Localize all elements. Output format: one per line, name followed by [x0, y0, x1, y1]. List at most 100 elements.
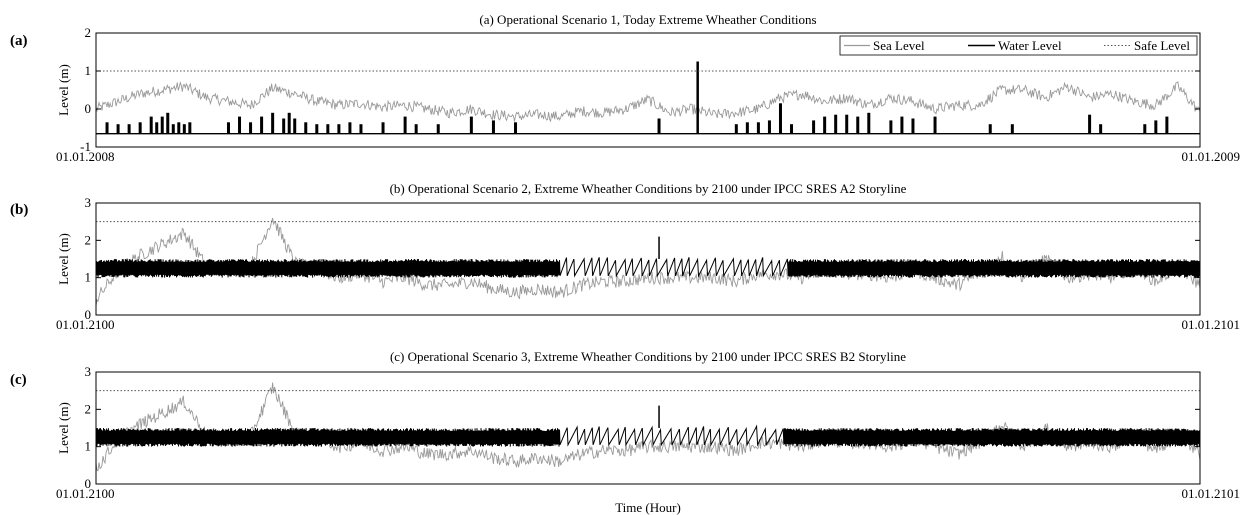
sea-level-line	[96, 382, 1200, 472]
water-level-spike	[1165, 116, 1169, 134]
water-level-spike	[315, 124, 319, 134]
water-level-spike	[696, 61, 699, 134]
plot-area	[96, 217, 1200, 306]
water-level-spike	[856, 116, 860, 134]
chart-title: (b) Operational Scenario 2, Extreme Whea…	[390, 181, 907, 196]
water-level-band	[96, 424, 1200, 447]
water-level-spike	[287, 112, 291, 134]
x-start-label: 01.01.2100	[56, 486, 115, 501]
water-level-spike	[834, 114, 838, 134]
panel-2: (b) (b) Operational Scenario 2, Extreme W…	[10, 181, 1240, 332]
water-level-spike	[988, 124, 992, 134]
x-start-label: 01.01.2008	[56, 149, 115, 164]
water-level-spike	[116, 124, 120, 134]
water-level-spike	[1154, 120, 1158, 134]
legend-label-safe: Safe Level	[1134, 38, 1190, 53]
y-axis-label: Level (m)	[56, 64, 71, 116]
water-level-spike	[867, 112, 871, 134]
water-level-spike	[293, 118, 297, 134]
water-level-spike	[182, 124, 186, 134]
y-axis-label: Level (m)	[56, 402, 71, 454]
y-tick-label: 0	[85, 101, 92, 116]
y-tick-label: 2	[85, 401, 92, 416]
panel-3: (c) (c) Operational Scenario 3, Extreme W…	[10, 349, 1240, 501]
water-level-spike	[812, 120, 816, 134]
water-level-spike	[271, 112, 275, 134]
y-tick-label: 1	[85, 270, 92, 285]
plot-area	[96, 61, 1200, 135]
y-tick-label: 0	[85, 307, 92, 322]
y-tick-label: -1	[80, 139, 91, 154]
water-level-spike	[149, 116, 153, 134]
water-level-spike	[756, 122, 760, 134]
water-level-spike	[469, 116, 473, 134]
water-level-spike	[160, 116, 164, 134]
water-level-spike	[767, 120, 771, 134]
x-end-label: 01.01.2101	[1182, 317, 1241, 332]
water-level-spike	[436, 124, 440, 134]
chart-title: (a) Operational Scenario 1, Today Extrem…	[479, 12, 816, 27]
water-level-spike	[282, 118, 286, 134]
x-end-label: 01.01.2101	[1182, 486, 1241, 501]
water-level-spike	[1099, 124, 1103, 134]
water-level-spike	[127, 124, 131, 134]
water-level-spike	[304, 122, 308, 134]
x-start-label: 01.01.2100	[56, 317, 115, 332]
water-level-spike	[105, 122, 109, 134]
water-level-spike	[166, 112, 170, 134]
legend-label-sea: Sea Level	[873, 38, 925, 53]
water-level-spike	[491, 120, 495, 134]
water-level-spike	[226, 122, 230, 134]
legend-box	[839, 35, 1198, 56]
chart-title: (c) Operational Scenario 3, Extreme Whea…	[390, 349, 906, 364]
axes-box	[95, 371, 1201, 485]
panel-1: (a) (a) Operational Scenario 1, Today Ext…	[10, 12, 1240, 164]
water-level-spike	[249, 122, 253, 134]
legend: Sea Level Water Level Safe Level	[839, 35, 1198, 56]
water-level-spike	[911, 118, 915, 134]
axes-box	[95, 32, 1201, 148]
water-level-spike	[138, 122, 142, 134]
water-level-band	[96, 257, 1200, 278]
water-level-spike	[514, 122, 518, 134]
y-axis-label: Level (m)	[56, 233, 71, 285]
y-tick-label: 3	[85, 364, 92, 379]
water-level-spike	[171, 124, 175, 134]
panel-label: (c)	[10, 372, 27, 388]
water-level-spike	[790, 124, 794, 134]
water-level-spike	[1088, 114, 1092, 134]
plot-area	[96, 382, 1200, 472]
water-level-spike	[337, 124, 341, 134]
water-level-spike	[1143, 124, 1147, 134]
water-level-spike	[403, 116, 407, 134]
y-tick-label: 2	[85, 25, 92, 40]
panel-label: (a)	[10, 33, 28, 49]
water-level-spike	[326, 124, 330, 134]
water-level-spike	[155, 122, 159, 134]
water-level-spike	[823, 116, 827, 134]
x-end-label: 01.01.2009	[1182, 149, 1241, 164]
sea-level-line	[96, 80, 1200, 123]
water-level-spike	[260, 116, 264, 134]
water-level-spike	[745, 122, 749, 134]
water-level-spike	[900, 116, 904, 134]
y-tick-label: 0	[85, 476, 92, 491]
water-level-spike	[177, 122, 181, 134]
water-level-spike	[238, 116, 242, 134]
water-level-spike	[845, 114, 849, 134]
water-level-spike	[359, 124, 363, 134]
panel-label: (b)	[10, 202, 28, 218]
axes-box	[95, 202, 1201, 316]
water-level-spike	[889, 120, 893, 134]
water-level-spike	[778, 103, 782, 134]
water-level-spike	[1010, 124, 1014, 134]
water-level-spike	[734, 124, 738, 134]
water-level-spike	[381, 122, 385, 134]
x-axis-label: Time (Hour)	[615, 500, 681, 515]
water-level-spike	[657, 118, 661, 134]
y-tick-label: 3	[85, 195, 92, 210]
water-level-spike	[188, 122, 192, 134]
water-level-spike	[933, 116, 937, 134]
y-tick-label: 2	[85, 232, 92, 247]
